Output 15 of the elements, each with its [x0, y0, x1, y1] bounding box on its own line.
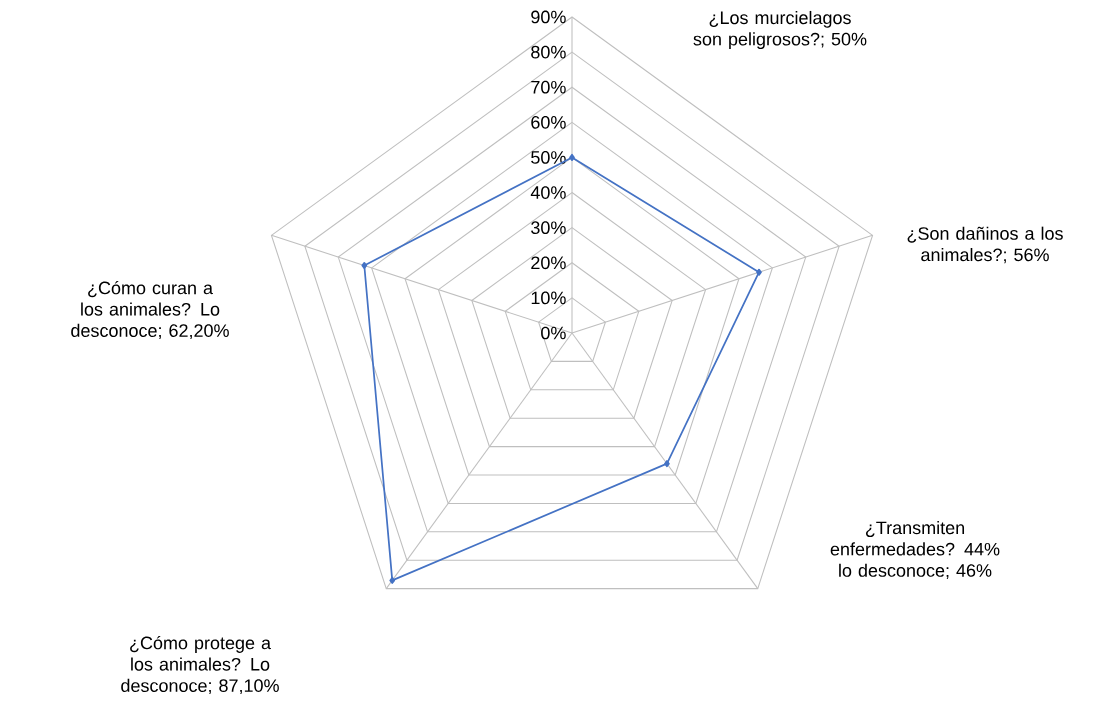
spoke-label: ¿Cómo curan a los animales? Lo desconoce; 62,20% — [71, 280, 229, 340]
y-tick-label: 30% — [531, 221, 566, 235]
y-tick-label: 10% — [531, 291, 566, 305]
spoke-label: ¿Son dañinos a los animales?; 56% — [907, 226, 1063, 264]
spoke-label: ¿Los murcielagos son peligrosos?; 50% — [693, 10, 867, 50]
y-tick-label: 90% — [531, 10, 566, 24]
y-tick-label: 0% — [541, 326, 566, 340]
y-tick-label: 20% — [531, 256, 566, 270]
y-tick-label: 40% — [530, 186, 566, 199]
y-tick-label: 50% — [531, 151, 566, 164]
y-tick-label: 70% — [531, 80, 566, 94]
spoke-label: ¿Cómo protege a los animales? Lo desconoce; 87,10% — [121, 635, 279, 695]
y-tick-label: 80% — [531, 45, 566, 59]
spoke-label: ¿Transmiten enfermedades? 44% lo desconoce; 46% — [830, 520, 1000, 579]
y-tick-label: 60% — [531, 115, 566, 129]
